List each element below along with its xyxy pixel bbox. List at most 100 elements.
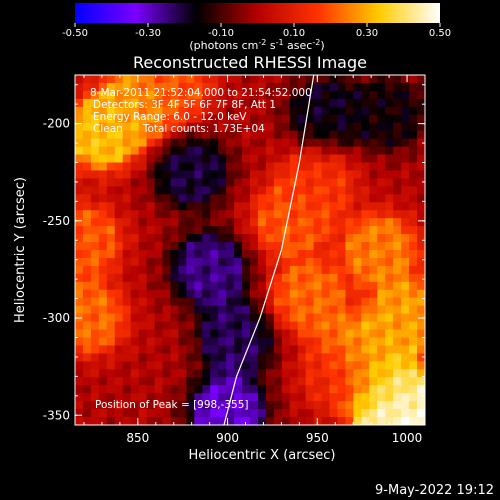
heatmap-cell	[361, 218, 370, 227]
heatmap-cell	[265, 417, 275, 425]
heatmap-cell	[226, 194, 235, 203]
heatmap-cell	[130, 417, 140, 425]
heatmap-cell	[337, 377, 347, 386]
heatmap-cell	[202, 242, 211, 251]
heatmap-cell	[242, 313, 251, 323]
heatmap-cell	[393, 186, 402, 195]
heatmap-cell	[75, 242, 84, 251]
heatmap-cell	[218, 393, 227, 402]
heatmap-cell	[178, 82, 187, 92]
heatmap-cell	[305, 337, 315, 347]
heatmap-cell	[273, 305, 283, 315]
heatmap-cell	[210, 361, 219, 370]
heatmap-cell	[122, 321, 132, 331]
heatmap-cell	[90, 393, 100, 402]
heatmap-cell	[130, 257, 140, 267]
heatmap-cell	[257, 234, 267, 243]
heatmap-cell	[98, 210, 108, 219]
heatmap-cell	[106, 218, 116, 227]
heatmap-cell	[202, 130, 211, 140]
heatmap-cell	[210, 170, 219, 179]
heatmap-cell	[122, 75, 132, 84]
heatmap-cell	[289, 305, 299, 315]
heatmap-cell	[226, 234, 235, 243]
heatmap-cell	[170, 234, 179, 243]
heatmap-cell	[345, 162, 354, 172]
heatmap-cell	[385, 138, 394, 148]
heatmap-cell	[361, 321, 370, 331]
heatmap-cell	[345, 273, 354, 283]
heatmap-cell	[337, 170, 347, 179]
heatmap-cell	[130, 321, 140, 331]
heatmap-cell	[226, 321, 235, 331]
heatmap-cell	[289, 75, 299, 84]
heatmap-cell	[138, 90, 148, 100]
heatmap-cell	[361, 345, 370, 354]
heatmap-cell	[106, 313, 116, 323]
heatmap-cell	[194, 273, 203, 283]
heatmap-cell	[130, 138, 140, 148]
heatmap-cell	[273, 146, 283, 156]
heatmap-cell	[82, 226, 92, 235]
heatmap-cell	[257, 409, 267, 418]
heatmap-cell	[329, 361, 339, 370]
heatmap-cell	[106, 393, 116, 402]
heatmap-cell	[409, 273, 418, 283]
heatmap-cell	[273, 122, 283, 132]
heatmap-cell	[210, 178, 219, 187]
heatmap-cell	[385, 337, 394, 347]
heatmap-cell	[250, 417, 259, 425]
heatmap-cell	[361, 289, 370, 299]
heatmap-cell	[353, 90, 362, 100]
heatmap-cell	[242, 114, 251, 124]
heatmap-cell	[353, 305, 362, 315]
heatmap-cell	[178, 417, 187, 425]
peak-position-label: Position of Peak = [998,-355]	[95, 399, 249, 411]
heatmap-cell	[90, 313, 100, 323]
heatmap-cell	[178, 106, 187, 116]
heatmap-cell	[329, 178, 339, 187]
heatmap-cell	[281, 409, 291, 418]
heatmap-cell	[250, 178, 259, 187]
heatmap-cell	[250, 98, 259, 108]
colorbar	[75, 3, 440, 23]
heatmap-cell	[82, 170, 92, 179]
heatmap-cell	[281, 154, 291, 164]
heatmap-cell	[305, 226, 315, 235]
heatmap-cell	[75, 154, 84, 164]
heatmap-cell	[146, 329, 156, 339]
heatmap-cell	[393, 210, 402, 219]
heatmap-cell	[361, 401, 370, 410]
heatmap-cell	[361, 90, 370, 100]
heatmap-cell	[98, 409, 108, 418]
heatmap-cell	[178, 75, 187, 84]
heatmap-cell	[401, 122, 410, 132]
heatmap-cell	[377, 385, 386, 394]
heatmap-cell	[226, 82, 235, 92]
heatmap-cell	[369, 417, 378, 425]
heatmap-cell	[82, 289, 92, 299]
heatmap-cell	[218, 75, 227, 84]
heatmap-cell	[273, 106, 283, 116]
heatmap-cell	[377, 353, 386, 362]
heatmap-cell	[106, 385, 116, 394]
heatmap-cell	[178, 289, 187, 299]
heatmap-cell	[289, 122, 299, 132]
heatmap-cell	[242, 210, 251, 219]
heatmap-cell	[273, 417, 283, 425]
heatmap-cell	[146, 202, 156, 211]
heatmap-cell	[273, 138, 283, 148]
heatmap-cell	[130, 297, 140, 307]
heatmap-cell	[130, 345, 140, 354]
heatmap-cell	[186, 194, 195, 203]
heatmap-cell	[210, 265, 219, 275]
heatmap-cell	[178, 393, 187, 402]
heatmap-cell	[218, 305, 227, 315]
heatmap-cell	[154, 194, 164, 203]
heatmap-cell	[90, 321, 100, 331]
heatmap-cell	[162, 337, 172, 347]
heatmap-cell	[90, 305, 100, 315]
heatmap-cell	[393, 82, 402, 92]
heatmap-cell	[98, 321, 108, 331]
heatmap-cell	[257, 361, 267, 370]
